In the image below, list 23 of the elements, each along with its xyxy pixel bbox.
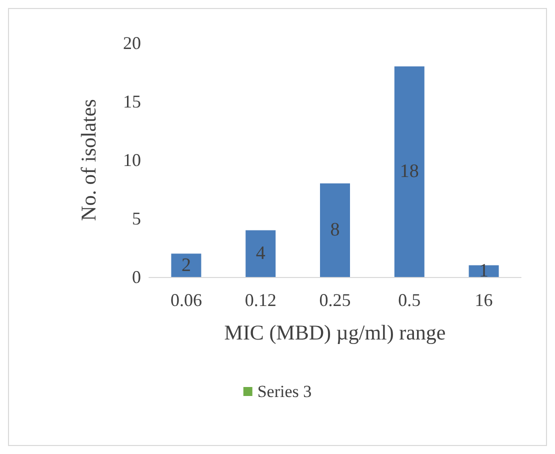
y-tick-label: 10 xyxy=(123,150,141,170)
y-tick-label: 20 xyxy=(123,33,141,53)
y-tick-label: 5 xyxy=(132,208,141,228)
bar xyxy=(320,183,350,277)
bar xyxy=(171,254,202,277)
y-tick-label: 0 xyxy=(132,267,141,287)
data-label: 8 xyxy=(330,220,340,241)
x-tick-label: 16 xyxy=(474,290,493,310)
x-tick-label: 0.06 xyxy=(170,290,202,310)
y-axis-title: No. of isolates xyxy=(76,99,100,221)
y-tick-label: 15 xyxy=(123,92,141,112)
bar xyxy=(246,230,276,277)
x-tick-label: 0.5 xyxy=(398,290,421,310)
data-label: 18 xyxy=(400,161,419,182)
x-tick-label: 0.12 xyxy=(244,290,276,310)
bar xyxy=(468,265,499,277)
bar xyxy=(394,66,424,277)
legend-label: Series 3 xyxy=(257,382,312,401)
x-tick-label: 0.25 xyxy=(319,290,351,310)
x-axis-title: MIC (MBD) µg/ml) range xyxy=(224,320,446,344)
data-label: 4 xyxy=(256,243,266,264)
data-label: 2 xyxy=(181,254,191,276)
data-label: 1 xyxy=(479,260,489,282)
